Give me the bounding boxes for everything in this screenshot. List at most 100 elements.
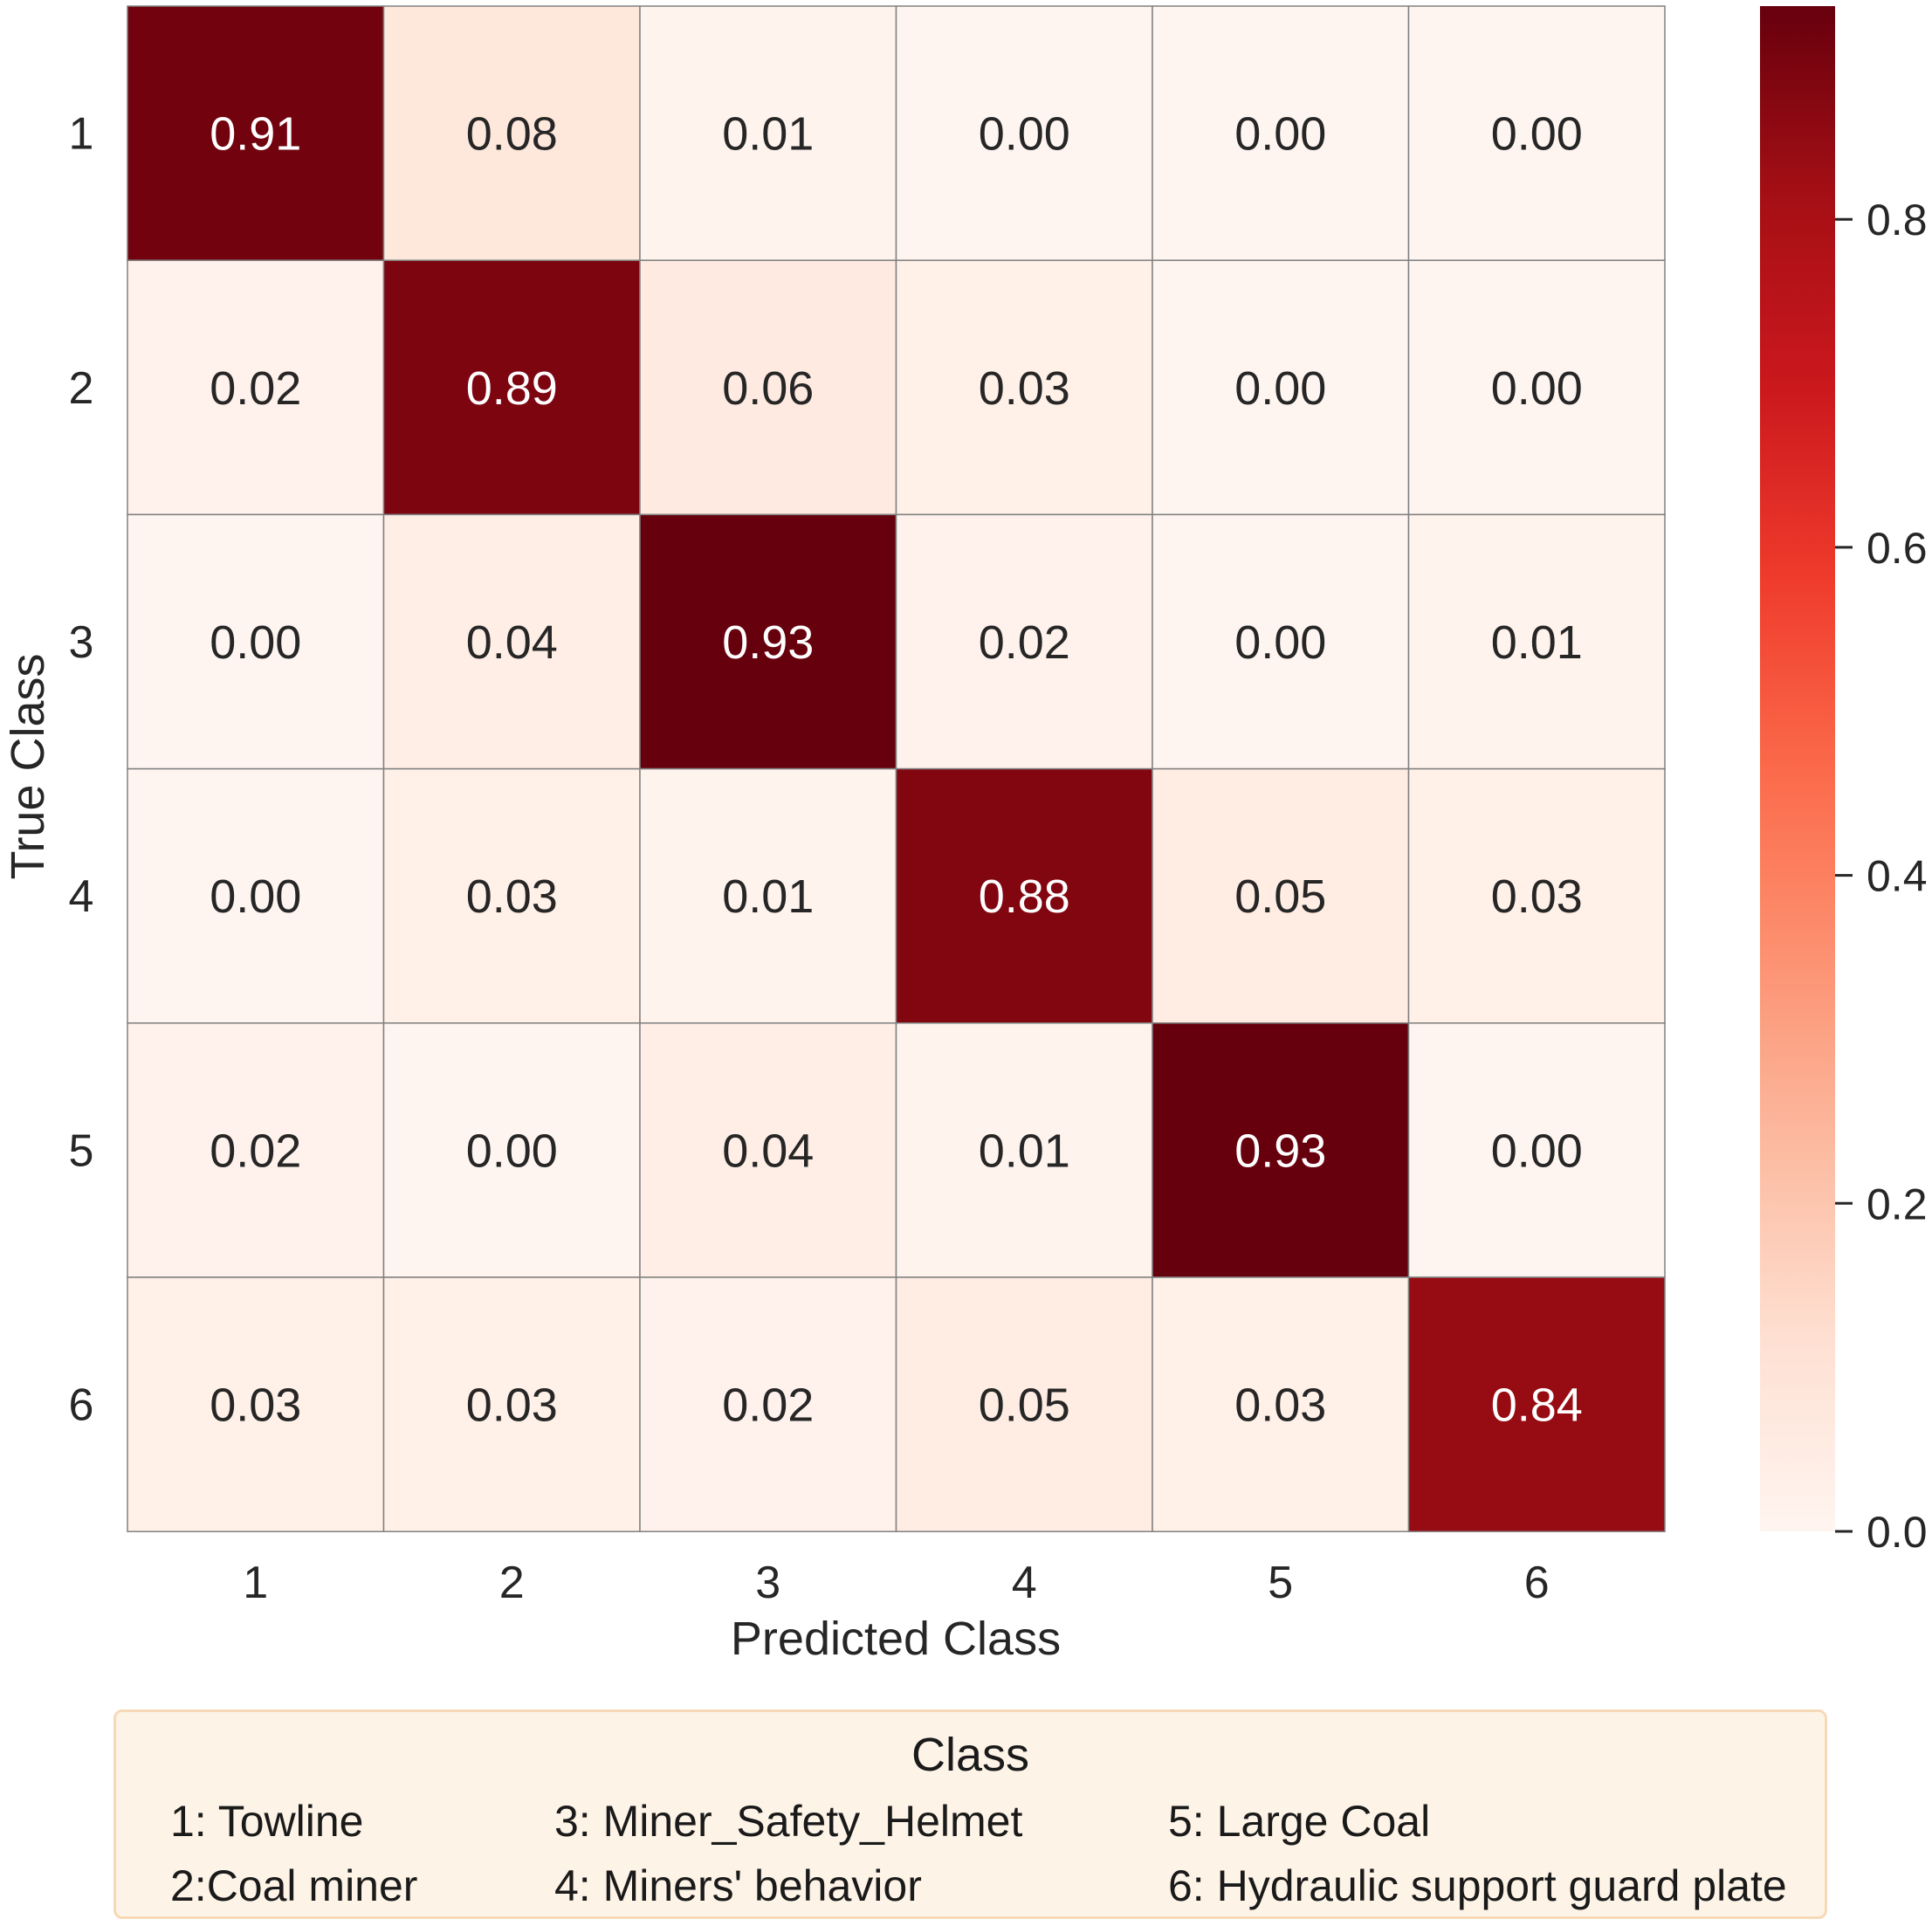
cell-value-label: 0.03 xyxy=(466,1379,558,1432)
heatmap-cell-r3-c4 xyxy=(895,513,1153,770)
heatmap-cell-r4-c5 xyxy=(1152,767,1410,1024)
cell-value-label: 0.84 xyxy=(1491,1379,1583,1432)
colorbar-tick-label: 0.0 xyxy=(1867,1508,1928,1557)
heatmap-cell-r2-c2 xyxy=(382,259,641,516)
cell-value-label: 0.05 xyxy=(979,1379,1070,1432)
y-tick-label: 3 xyxy=(69,617,94,668)
legend-item-4: 4: Miners' behavior xyxy=(554,1861,922,1910)
heatmap-cell-r3-c1 xyxy=(127,513,385,770)
heatmap-cells xyxy=(127,5,1666,1532)
heatmap-cell-r5-c2 xyxy=(382,1022,641,1278)
legend-item-3: 3: Miner_Safety_Helmet xyxy=(554,1797,1023,1846)
cell-value-label: 0.00 xyxy=(1491,1125,1583,1177)
cell-value-label: 0.03 xyxy=(1491,870,1583,923)
heatmap-cell-r4-c2 xyxy=(382,767,641,1024)
x-axis-label: Predicted Class xyxy=(731,1613,1061,1665)
heatmap-cell-r5-c5 xyxy=(1152,1022,1410,1278)
cell-value-label: 0.03 xyxy=(1234,1379,1326,1432)
cell-value-label: 0.03 xyxy=(979,362,1070,415)
heatmap-cell-r1-c2 xyxy=(382,5,641,261)
cell-value-label: 0.03 xyxy=(210,1379,301,1432)
legend-title: Class xyxy=(911,1729,1030,1781)
cell-value-label: 0.00 xyxy=(466,1125,558,1177)
heatmap-cell-r2-c4 xyxy=(895,259,1153,516)
heatmap-cell-r6-c4 xyxy=(895,1276,1153,1532)
cell-value-label: 0.04 xyxy=(466,616,558,669)
x-tick-label: 5 xyxy=(1268,1558,1293,1608)
heatmap-cell-r1-c4 xyxy=(895,5,1153,261)
cell-value-label: 0.00 xyxy=(210,616,301,669)
x-tick-label: 4 xyxy=(1012,1558,1037,1608)
heatmap-cell-r3-c2 xyxy=(382,513,641,770)
cell-value-label: 0.01 xyxy=(722,870,814,923)
legend-item-2: 2:Coal miner xyxy=(170,1861,418,1910)
cell-value-label: 0.06 xyxy=(722,362,814,415)
heatmap-cell-r5-c1 xyxy=(127,1022,385,1278)
heatmap-cell-r6-c5 xyxy=(1152,1276,1410,1532)
cell-value-label: 0.00 xyxy=(1234,108,1326,161)
heatmap-cell-r3-c6 xyxy=(1407,513,1666,770)
heatmap-cell-r1-c3 xyxy=(639,5,897,261)
heatmap-cell-r2-c6 xyxy=(1407,259,1666,516)
legend-item-1: 1: Towline xyxy=(170,1797,364,1846)
cell-value-label: 0.00 xyxy=(1234,362,1326,415)
heatmap-cell-r3-c3 xyxy=(639,513,897,770)
heatmap-cell-r4-c1 xyxy=(127,767,385,1024)
confusion-matrix-chart: 0.91 0.08 0.01 0.00 0.00 0.000.02 0.89 0.06 0.03… xyxy=(2,5,1928,1665)
x-tick-label: 1 xyxy=(243,1558,268,1608)
colorbar xyxy=(1760,6,1835,1531)
heatmap-cell-r6-c6 xyxy=(1407,1276,1666,1532)
colorbar-tick-label: 0.6 xyxy=(1867,524,1928,573)
x-tick-label: 6 xyxy=(1524,1558,1550,1608)
cell-value-label: 0.02 xyxy=(210,1125,301,1177)
class-legend: Class 1: Towline 2:Coal miner 3: Miner_S… xyxy=(113,1709,1827,1919)
cell-value-label: 0.00 xyxy=(1491,362,1583,415)
heatmap-cell-r4-c3 xyxy=(639,767,897,1024)
cell-value-label: 0.03 xyxy=(466,870,558,923)
heatmap-cell-r3-c5 xyxy=(1152,513,1410,770)
y-tick-label: 6 xyxy=(69,1380,94,1431)
heatmap-cell-r1-c1 xyxy=(127,5,385,261)
heatmap-cell-labels: 0.91 0.08 0.01 0.00 0.00 0.00 0.02 0.89 0.06 0.03… xyxy=(210,108,1583,1432)
cell-value-label: 0.00 xyxy=(979,108,1070,161)
y-tick-label: 4 xyxy=(69,871,94,922)
cell-value-label: 0.93 xyxy=(722,616,814,669)
cell-value-label: 0.04 xyxy=(722,1125,814,1177)
cell-value-label: 0.88 xyxy=(979,870,1070,923)
cell-value-label: 0.89 xyxy=(466,362,558,415)
cell-value-label: 0.01 xyxy=(1491,616,1583,669)
x-tick-label: 2 xyxy=(499,1558,525,1608)
legend-item-5: 5: Large Coal xyxy=(1168,1797,1431,1846)
cell-value-label: 0.00 xyxy=(1234,616,1326,669)
heatmap-cell-r5-c4 xyxy=(895,1022,1153,1278)
cell-value-label: 0.02 xyxy=(210,362,301,415)
cell-value-label: 0.00 xyxy=(1491,108,1583,161)
y-tick-label: 5 xyxy=(69,1125,94,1176)
colorbar-ticks: 0.0 0.2 0.4 0.6 0.8 xyxy=(1835,196,1928,1557)
heatmap-cell-r6-c1 xyxy=(127,1276,385,1532)
heatmap-cell-r5-c6 xyxy=(1407,1022,1666,1278)
cell-value-label: 0.91 xyxy=(210,108,301,161)
cell-value-label: 0.05 xyxy=(1234,870,1326,923)
legend-item-6: 6: Hydraulic support guard plate xyxy=(1168,1861,1787,1910)
cell-value-label: 0.01 xyxy=(722,108,814,161)
heatmap-cell-r1-c5 xyxy=(1152,5,1410,261)
heatmap-cell-r5-c3 xyxy=(639,1022,897,1278)
colorbar-tick-label: 0.2 xyxy=(1867,1180,1928,1228)
colorbar-tick-label: 0.4 xyxy=(1867,852,1928,901)
x-tick-labels: 1 2 3 4 5 6 xyxy=(243,1558,1549,1608)
heatmap-cell-r2-c1 xyxy=(127,259,385,516)
y-tick-label: 2 xyxy=(69,363,94,414)
heatmap-cell-r1-c6 xyxy=(1407,5,1666,261)
cell-value-label: 0.02 xyxy=(722,1379,814,1432)
heatmap-cell-r4-c6 xyxy=(1407,767,1666,1024)
colorbar-tick-label: 0.8 xyxy=(1867,196,1928,244)
cell-value-label: 0.08 xyxy=(466,108,558,161)
x-tick-label: 3 xyxy=(755,1558,780,1608)
cell-value-label: 0.00 xyxy=(210,870,301,923)
cell-value-label: 0.01 xyxy=(979,1125,1070,1177)
y-tick-label: 1 xyxy=(69,109,94,160)
y-tick-labels: 1 2 3 4 5 6 xyxy=(69,109,94,1431)
cell-value-label: 0.93 xyxy=(1234,1125,1326,1177)
cell-value-label: 0.02 xyxy=(979,616,1070,669)
